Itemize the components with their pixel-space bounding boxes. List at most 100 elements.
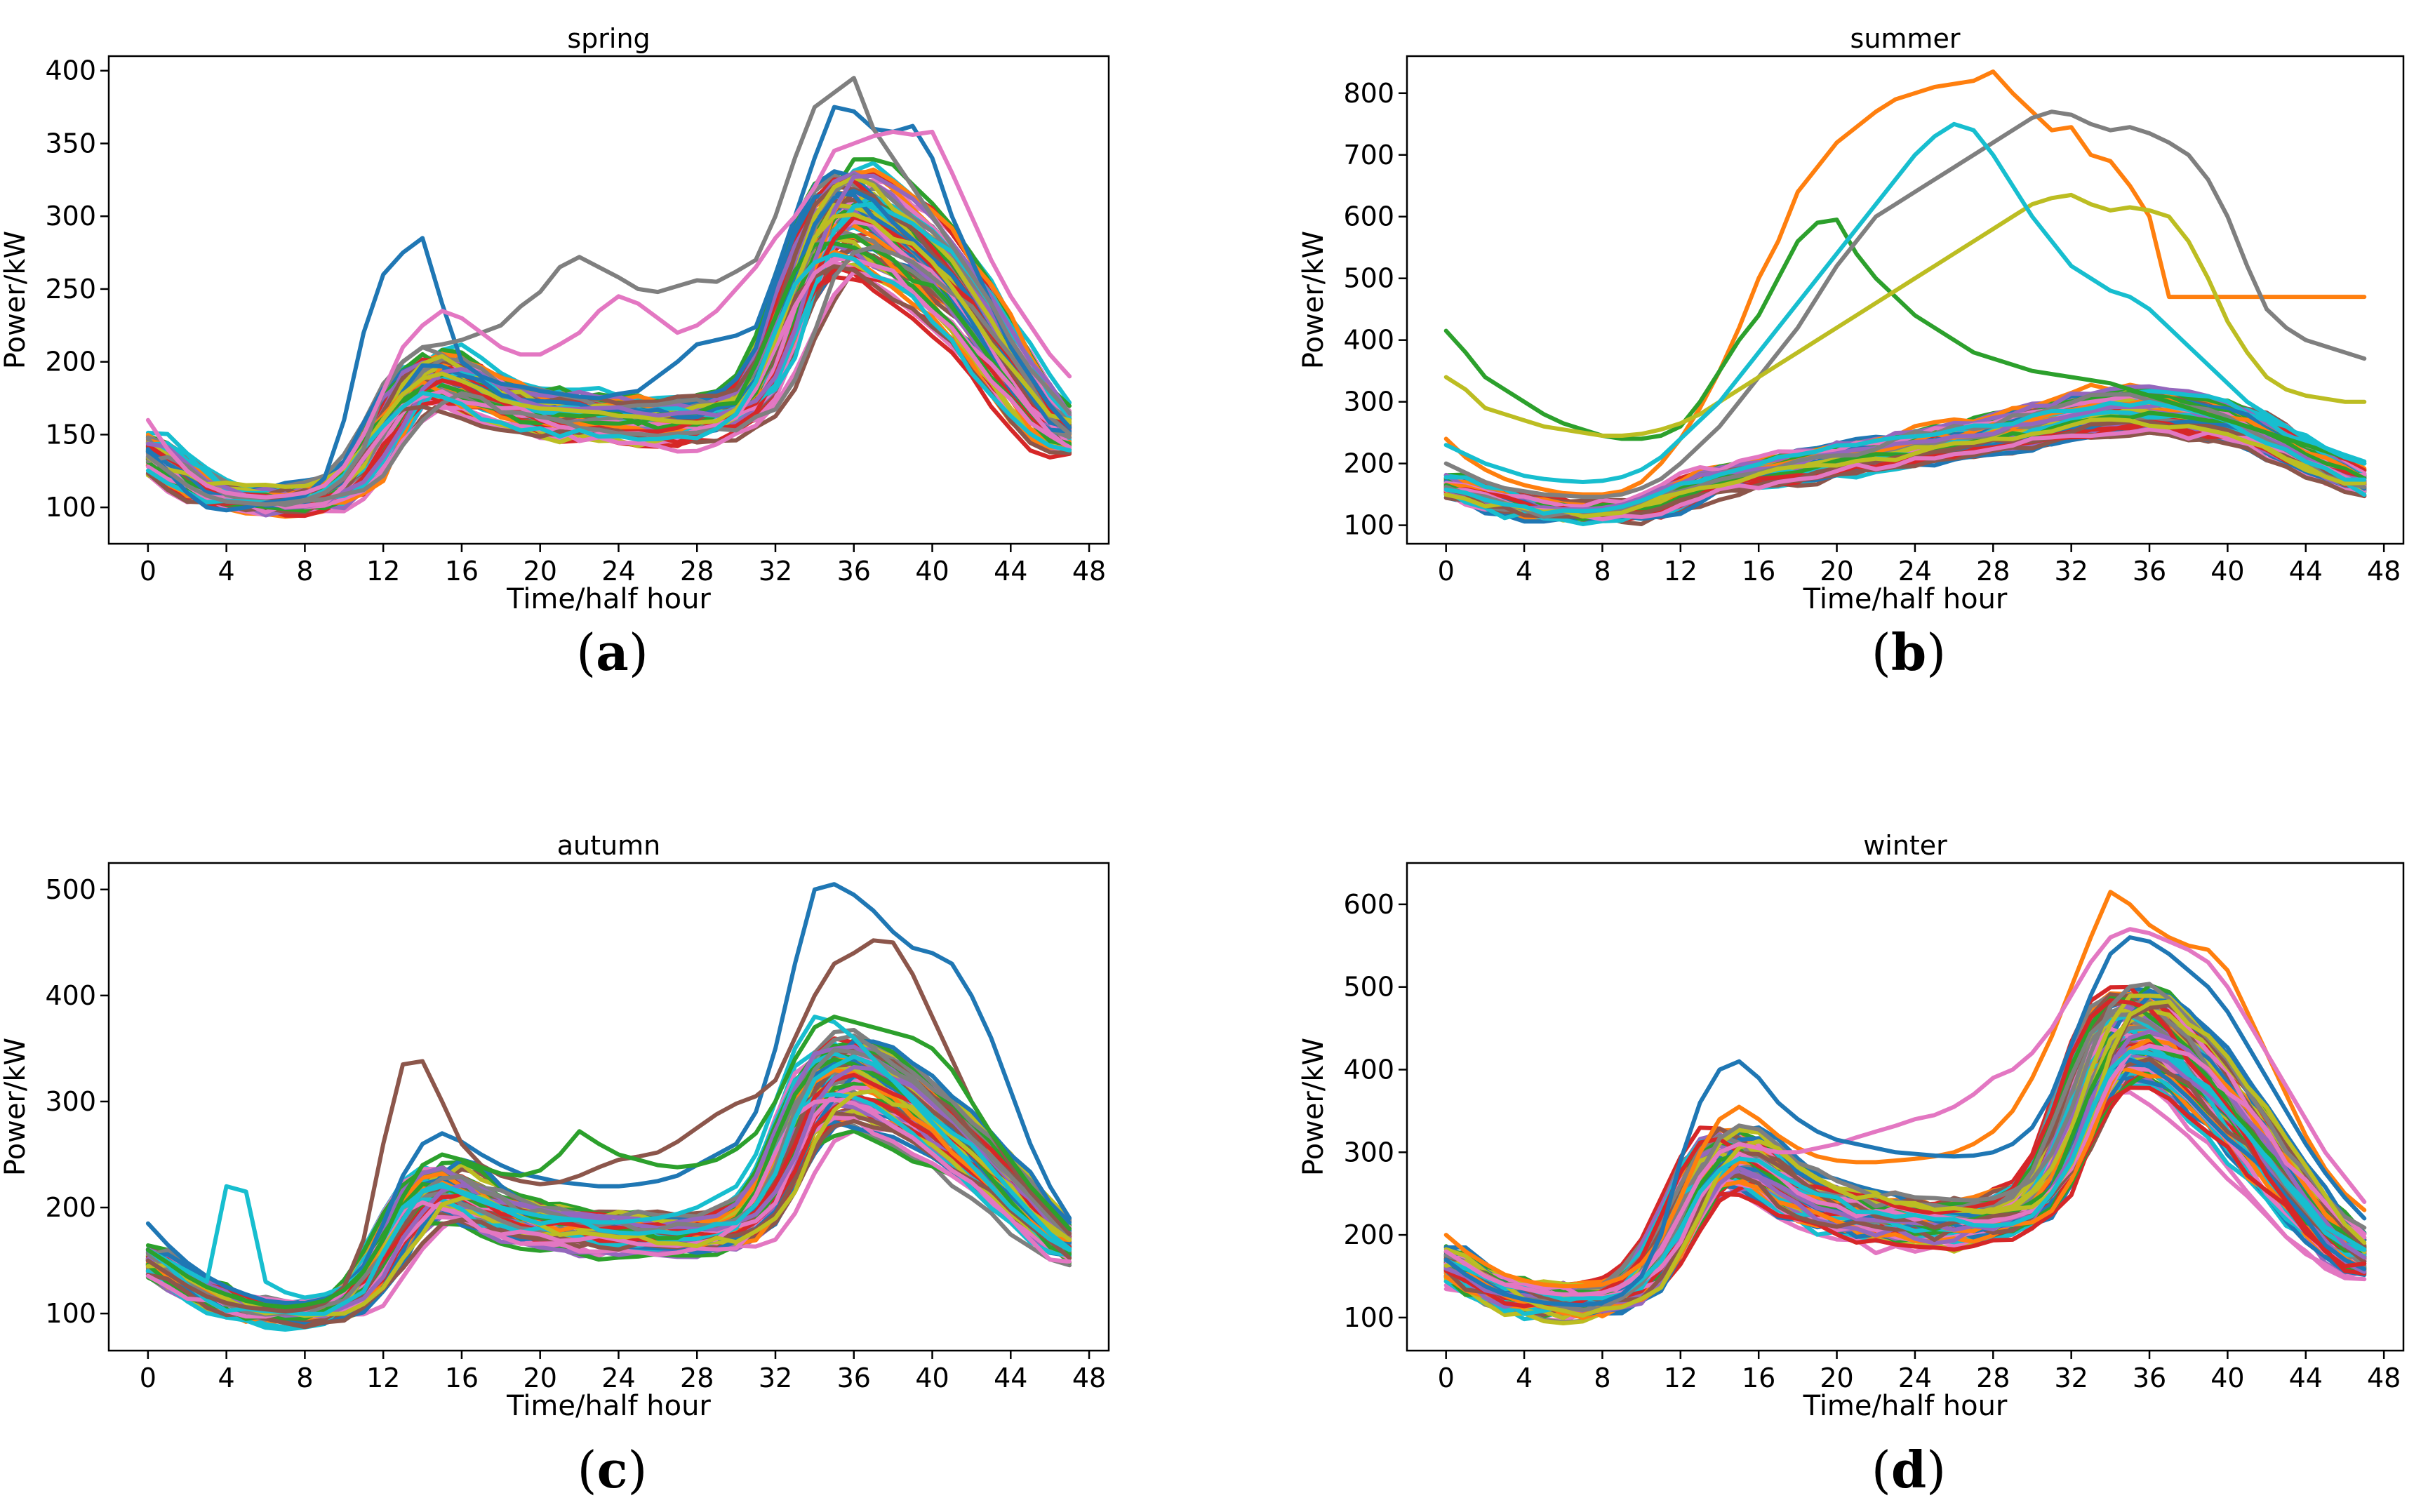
x-tick-label: 40 (915, 1363, 949, 1393)
x-tick-label: 24 (1898, 556, 1932, 587)
x-tick-label: 32 (759, 556, 792, 587)
x-tick-label: 32 (2054, 556, 2088, 587)
x-tick-label: 0 (1438, 556, 1455, 587)
x-tick-label: 20 (523, 556, 557, 587)
x-tick-label: 24 (601, 556, 635, 587)
y-tick-label: 100 (45, 1298, 96, 1329)
series-grey-high (145, 76, 1072, 507)
x-tick-label: 24 (601, 1363, 635, 1393)
x-tick-label: 36 (2133, 556, 2166, 587)
x-tick-label: 24 (1898, 1363, 1932, 1393)
x-tick-label: 40 (2210, 556, 2244, 587)
y-tick-label: 400 (45, 55, 96, 86)
x-tick-label: 0 (140, 556, 156, 587)
y-tick-label: 500 (45, 874, 96, 905)
panel-autumn: 0 4 8 12 16 20 24 28 32 36 40 44 48100200300400500au… (0, 830, 1110, 1499)
x-tick-label: 32 (759, 1363, 792, 1393)
x-tick-label: 20 (1820, 556, 1853, 587)
y-tick-label: 250 (45, 274, 96, 305)
x-tick-label: 40 (915, 556, 949, 587)
x-tick-label: 12 (1664, 1363, 1697, 1393)
series-group (145, 882, 1072, 1332)
x-tick-label: 28 (1976, 556, 2010, 587)
x-tick-label: 8 (1594, 556, 1610, 587)
x-tick-label: 20 (1820, 1363, 1853, 1393)
chart-title: autumn (557, 830, 660, 861)
x-axis-label: Time/half hour (506, 1390, 711, 1422)
panel-winter: 0 4 8 12 16 20 24 28 32 36 40 44 4810020030040050060… (1298, 830, 2405, 1499)
x-tick-label: 4 (1516, 1363, 1533, 1393)
series-group (1443, 69, 2367, 526)
panel-caption: (c) (577, 1440, 647, 1499)
y-tick-label: 200 (1343, 1219, 1394, 1250)
series-blue-peak (145, 882, 1072, 1305)
plot-frame (1406, 862, 2405, 1352)
x-tick-label: 40 (2210, 1363, 2244, 1393)
x-tick-label: 16 (1742, 556, 1775, 587)
series-blue-morning (1443, 935, 2367, 1308)
y-axis-label: Power/kW (1298, 231, 1330, 369)
series-line (1443, 1049, 2367, 1302)
y-tick-label: 150 (45, 419, 96, 450)
x-tick-label: 32 (2054, 1363, 2088, 1393)
x-tick-label: 12 (366, 1363, 400, 1393)
y-tick-label: 300 (1343, 387, 1394, 417)
series-pink-late (145, 129, 1072, 500)
y-tick-label: 600 (1343, 889, 1394, 920)
x-tick-label: 48 (1072, 1363, 1106, 1393)
series-olive-evening (1443, 192, 2367, 438)
series-line (145, 169, 1072, 511)
y-tick-label: 500 (1343, 972, 1394, 1003)
series-grey-high (1443, 109, 2367, 500)
x-tick-label: 8 (1594, 1363, 1610, 1393)
y-tick-label: 350 (45, 128, 96, 159)
series-line (145, 261, 1072, 504)
x-axis-label: Time/half hour (1803, 583, 2008, 615)
y-tick-label: 100 (45, 492, 96, 523)
panel-spring: 0 4 8 12 16 20 24 28 32 36 40 44 4810015020025030035… (0, 23, 1110, 682)
y-tick-label: 400 (45, 980, 96, 1011)
x-tick-label: 28 (680, 556, 714, 587)
y-tick-label: 600 (1343, 201, 1394, 232)
x-axis-label: Time/half hour (506, 583, 711, 615)
x-tick-label: 16 (1742, 1363, 1775, 1393)
x-tick-label: 12 (366, 556, 400, 587)
y-axis-label: Power/kW (0, 231, 32, 369)
y-axis-label: Power/kW (1298, 1038, 1330, 1176)
series-orange-peak (1443, 890, 2367, 1289)
y-tick-label: 300 (45, 1086, 96, 1117)
x-tick-label: 8 (296, 556, 313, 587)
y-tick-label: 700 (1343, 140, 1394, 170)
plot-frame (107, 55, 1110, 545)
x-tick-label: 48 (1072, 556, 1106, 587)
series-green-bump (145, 1015, 1072, 1310)
series-cyan-peak (1443, 121, 2367, 484)
panel-caption: (d) (1872, 1440, 1947, 1499)
x-tick-label: 44 (2289, 556, 2323, 587)
plot-frame (107, 862, 1110, 1352)
series-brown-morning (145, 938, 1072, 1314)
plot-frame (1406, 55, 2405, 545)
y-tick-label: 200 (45, 347, 96, 377)
x-tick-label: 16 (445, 1363, 479, 1393)
x-tick-label: 36 (837, 556, 871, 587)
series-orange-peak (1443, 69, 2367, 497)
x-tick-label: 44 (994, 556, 1027, 587)
y-tick-label: 300 (1343, 1137, 1394, 1168)
y-tick-label: 200 (45, 1192, 96, 1223)
series-line (145, 212, 1072, 489)
x-tick-label: 48 (2367, 1363, 2401, 1393)
chart-title: spring (567, 23, 650, 54)
series-line (1443, 427, 2367, 522)
series-line (145, 1055, 1072, 1316)
x-tick-label: 12 (1664, 556, 1697, 587)
y-tick-label: 200 (1343, 448, 1394, 479)
chart-title: summer (1850, 23, 1961, 54)
x-tick-label: 44 (994, 1363, 1027, 1393)
y-tick-label: 300 (45, 201, 96, 232)
series-group (1443, 890, 2367, 1325)
series-cyan-spike (145, 1015, 1072, 1300)
x-tick-label: 4 (1516, 556, 1533, 587)
x-tick-label: 44 (2289, 1363, 2323, 1393)
